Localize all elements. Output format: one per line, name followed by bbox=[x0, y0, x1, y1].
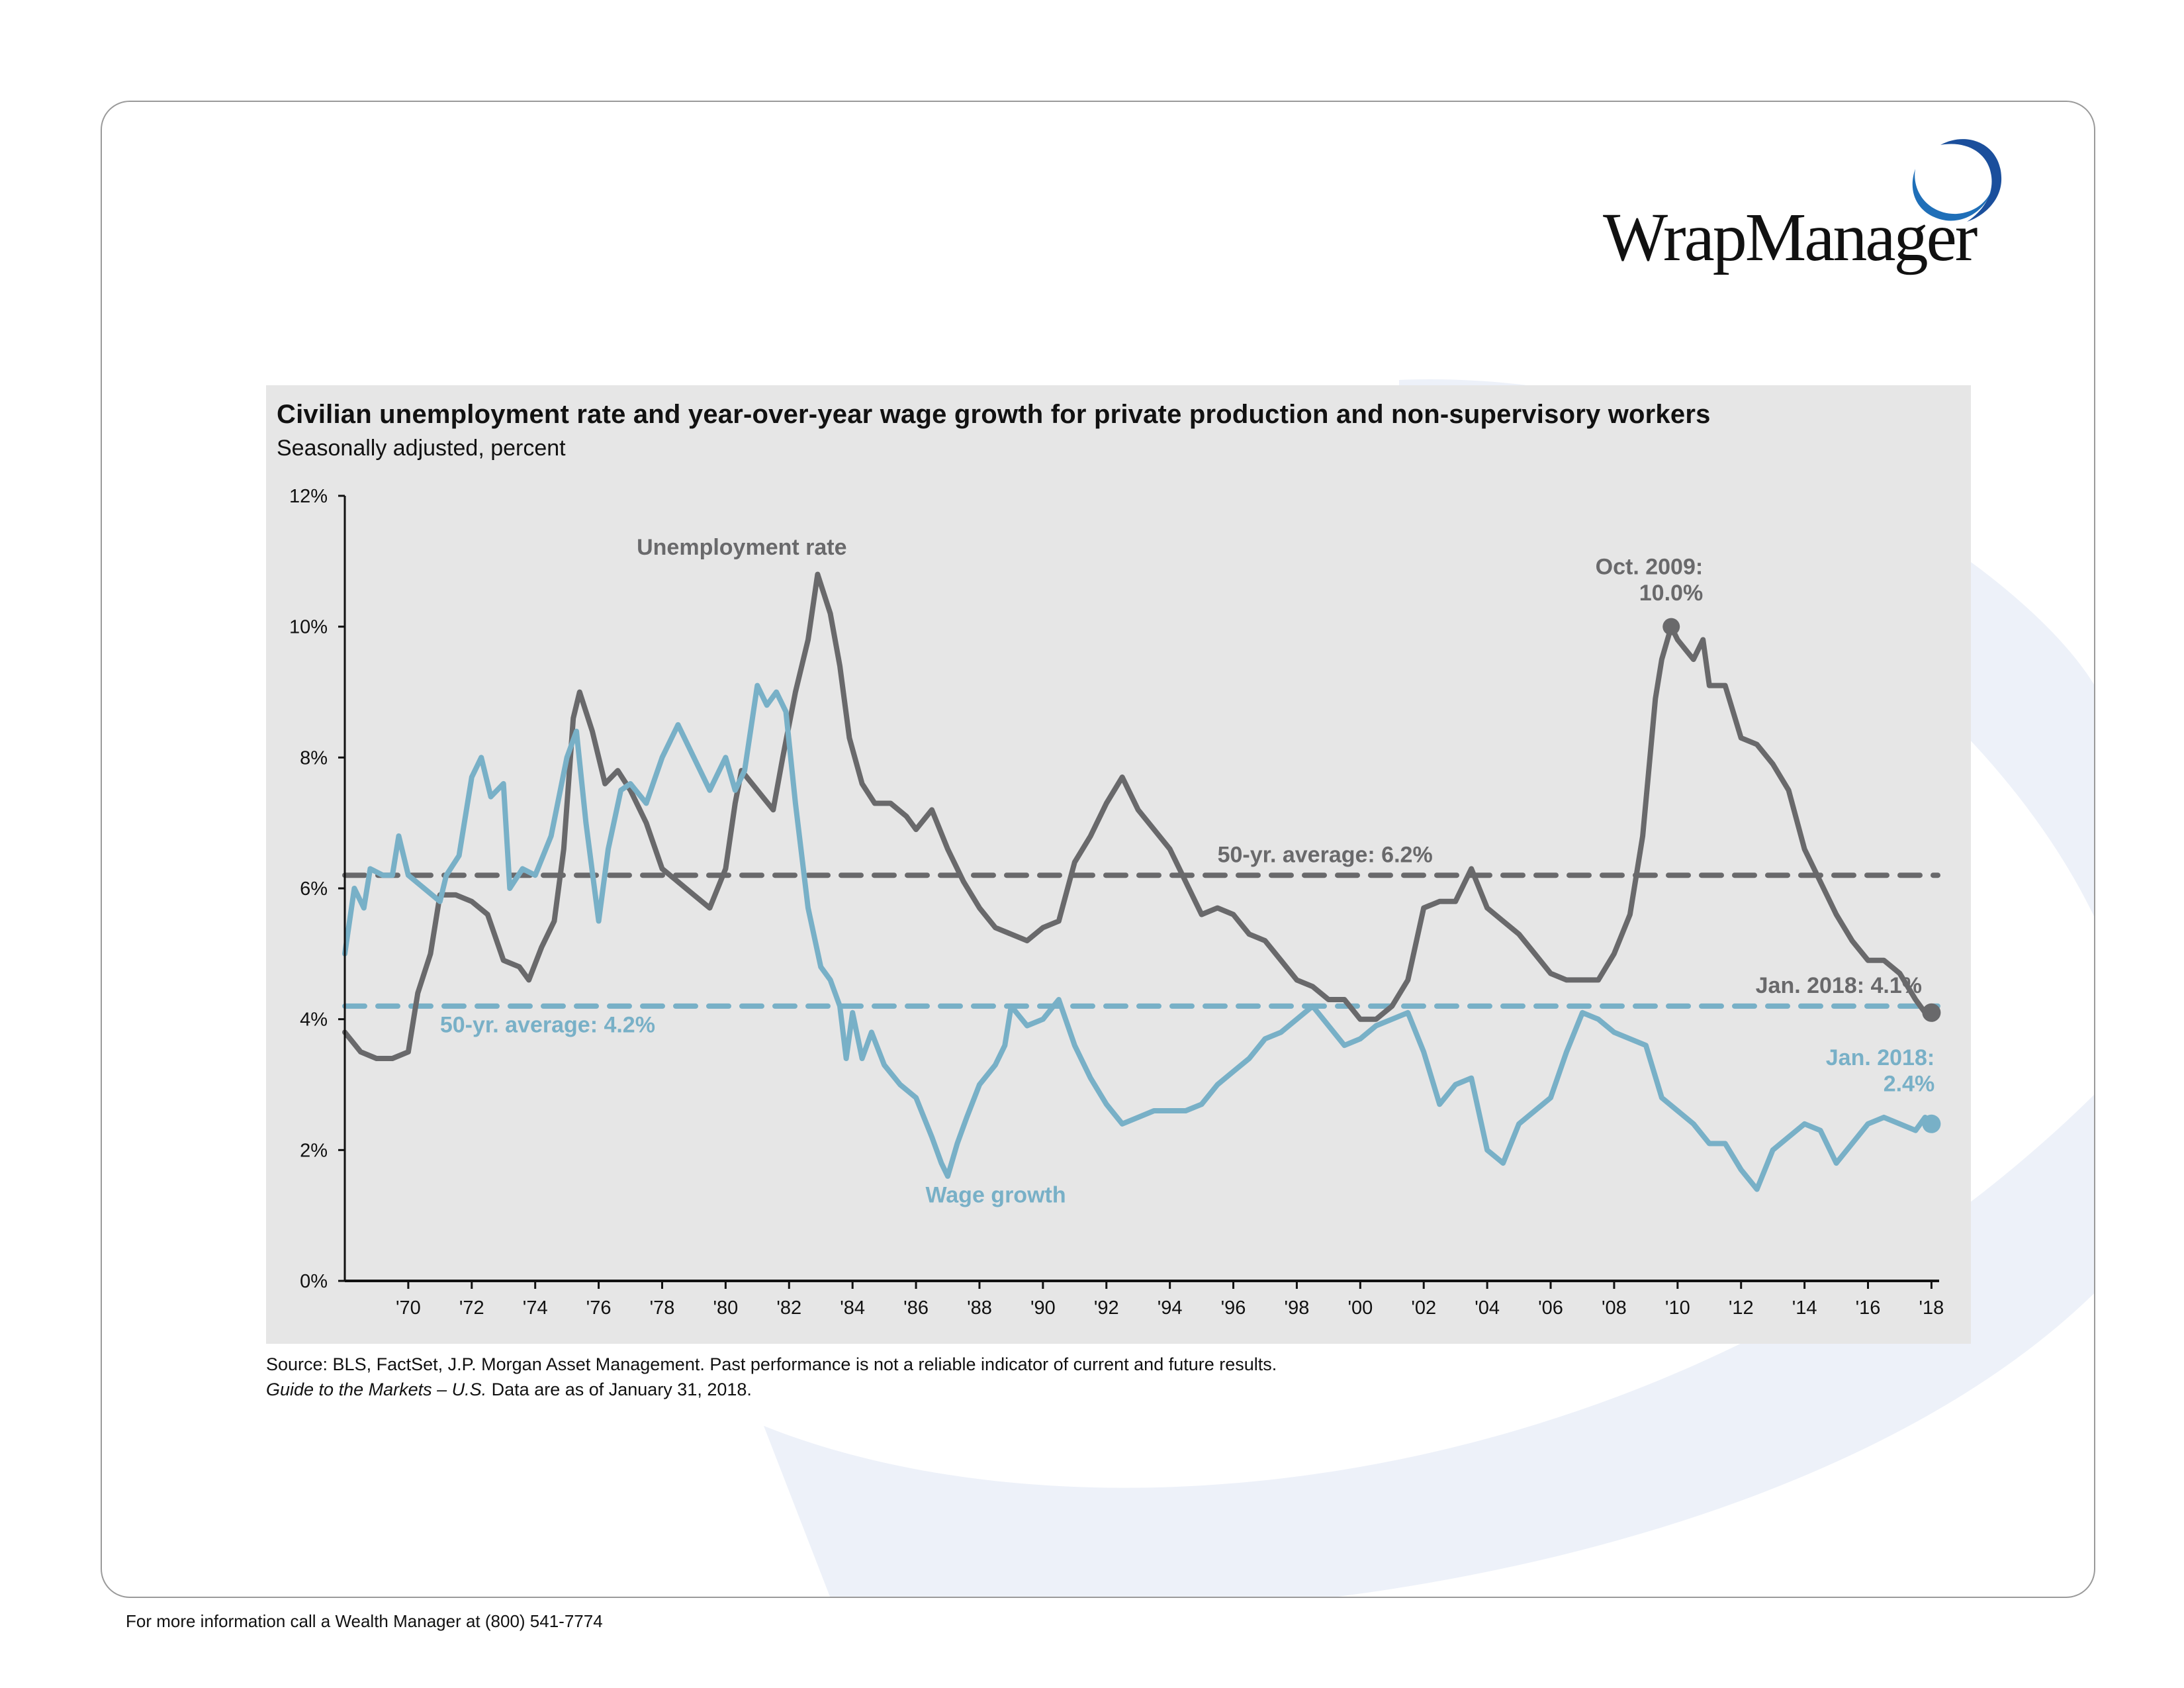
series-lines bbox=[342, 571, 1934, 1192]
x-tick-label: '92 bbox=[1094, 1297, 1119, 1319]
x-tick-label: '86 bbox=[903, 1297, 929, 1319]
x-tick-label: '16 bbox=[1856, 1297, 1881, 1319]
series-labels: Unemployment rate Wage growth 50-yr. avera… bbox=[440, 535, 1941, 1207]
axes: 0% 2% 4% 6% 8% 10% 12% '70 '72 '74 '76 '78 '80 '82 '84… bbox=[289, 486, 1944, 1319]
series-label-unemployment: Unemployment rate bbox=[637, 535, 846, 560]
chart-subtitle: Seasonally adjusted, percent bbox=[277, 436, 566, 461]
x-tick-label: '98 bbox=[1285, 1297, 1310, 1319]
x-tick-label: '78 bbox=[650, 1297, 675, 1319]
y-tick-label: 0% bbox=[300, 1271, 328, 1292]
wrapmanager-logo: WrapManager bbox=[1590, 130, 2013, 283]
footer-contact: For more information call a Wealth Manag… bbox=[126, 1611, 603, 1631]
x-tick-label: '12 bbox=[1729, 1297, 1754, 1319]
x-tick-label: '08 bbox=[1602, 1297, 1627, 1319]
line-chart: 0% 2% 4% 6% 8% 10% 12% '70 '72 '74 '76 '78 '80 '82 '84… bbox=[289, 486, 1944, 1319]
series-line-wage bbox=[342, 682, 1934, 1192]
y-tick-label: 2% bbox=[300, 1140, 328, 1161]
x-tick-label: '80 bbox=[713, 1297, 738, 1319]
wage-latest-label-line2: 2.4% bbox=[1884, 1071, 1935, 1096]
y-tick-label: 6% bbox=[300, 878, 328, 900]
source-note: Source: BLS, FactSet, J.P. Morgan Asset … bbox=[266, 1354, 1277, 1374]
unemployment-peak-label-line1: Oct. 2009: bbox=[1596, 555, 1704, 580]
x-tick-label: '72 bbox=[459, 1297, 484, 1319]
series-label-wage: Wage growth bbox=[925, 1182, 1066, 1207]
x-tick-label: '00 bbox=[1347, 1297, 1373, 1319]
logo-ring-icon bbox=[1912, 139, 2002, 222]
logo-wordmark: WrapManager bbox=[1603, 199, 1978, 275]
x-tick-label: '18 bbox=[1919, 1297, 1944, 1319]
average-lines bbox=[342, 872, 1940, 1009]
x-tick-label: '14 bbox=[1792, 1297, 1817, 1319]
x-tick-label: '76 bbox=[586, 1297, 612, 1319]
chart-title: Civilian unemployment rate and year-over… bbox=[277, 400, 1711, 429]
x-tick-label: '02 bbox=[1411, 1297, 1436, 1319]
x-tick-label: '84 bbox=[840, 1297, 865, 1319]
x-tick-label: '94 bbox=[1158, 1297, 1183, 1319]
guide-title: Guide to the Markets – U.S. bbox=[266, 1380, 487, 1399]
swoosh-shape-lower bbox=[764, 1095, 2094, 1597]
x-tick-label: '74 bbox=[523, 1297, 548, 1319]
y-tick-label: 12% bbox=[289, 486, 328, 507]
data-date-note: Guide to the Markets – U.S. Data are as … bbox=[266, 1380, 752, 1400]
average-label-wage: 50-yr. average: 4.2% bbox=[440, 1012, 655, 1037]
x-tick-label: '10 bbox=[1665, 1297, 1690, 1319]
chart-panel: Civilian unemployment rate and year-over… bbox=[266, 385, 1971, 1344]
data-date-text: Data are as of January 31, 2018. bbox=[486, 1380, 752, 1399]
wage-latest-label-line1: Jan. 2018: bbox=[1826, 1045, 1934, 1070]
unemployment-peak-label-line2: 10.0% bbox=[1639, 581, 1703, 606]
wage-latest-marker bbox=[1922, 1114, 1941, 1133]
unemployment-latest-marker bbox=[1922, 1003, 1941, 1022]
x-tick-label: '70 bbox=[396, 1297, 421, 1319]
y-tick-label: 10% bbox=[289, 617, 328, 638]
x-tick-label: '90 bbox=[1030, 1297, 1056, 1319]
x-tick-label: '82 bbox=[776, 1297, 801, 1319]
y-tick-label: 8% bbox=[300, 747, 328, 769]
x-tick-label: '06 bbox=[1538, 1297, 1563, 1319]
y-tick-label: 4% bbox=[300, 1009, 328, 1031]
unemployment-latest-label: Jan. 2018: 4.1% bbox=[1756, 973, 1922, 998]
x-tick-label: '96 bbox=[1221, 1297, 1246, 1319]
x-tick-label: '04 bbox=[1475, 1297, 1500, 1319]
average-label-unemployment: 50-yr. average: 6.2% bbox=[1218, 842, 1433, 867]
x-tick-label: '88 bbox=[967, 1297, 992, 1319]
unemployment-peak-marker bbox=[1662, 618, 1680, 635]
